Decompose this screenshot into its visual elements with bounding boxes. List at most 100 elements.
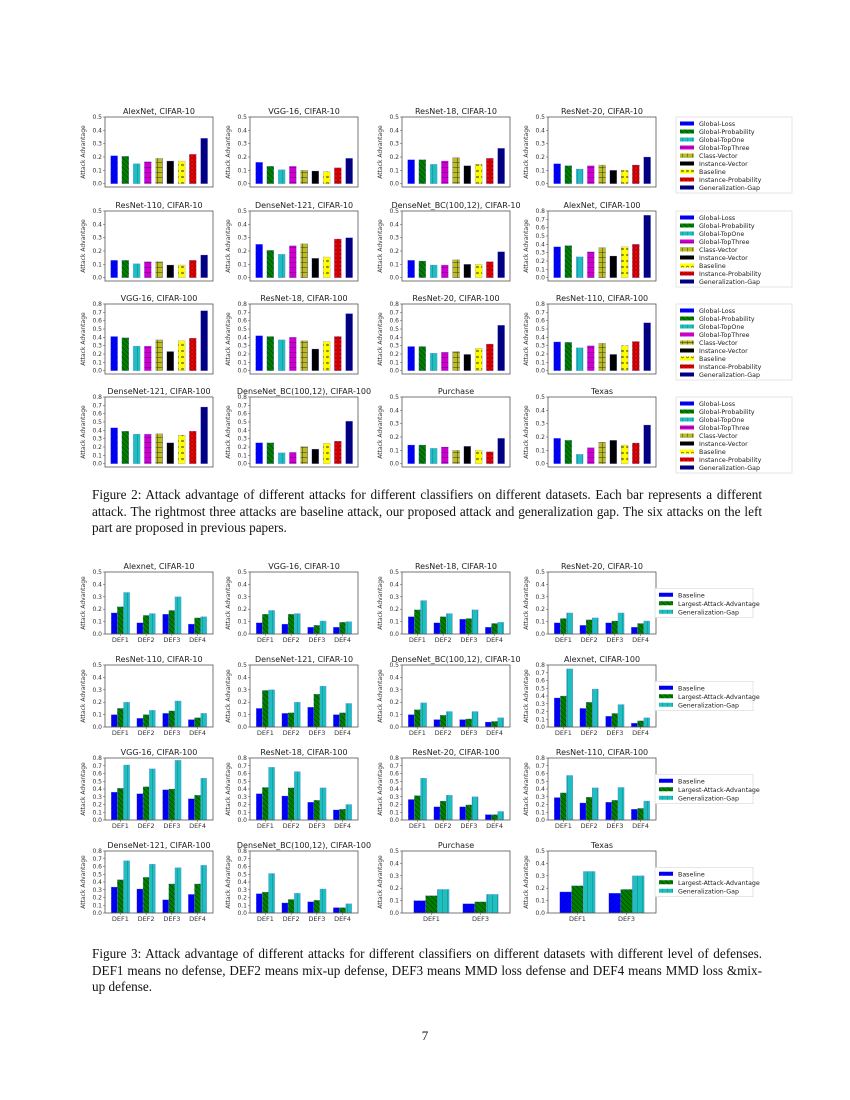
chart-title: ResNet-18, CIFAR-100 bbox=[260, 748, 347, 757]
bar-hatch bbox=[294, 613, 301, 634]
chart-title: ResNet-20, CIFAR-10 bbox=[561, 107, 643, 116]
legend-item: Instance-Probability bbox=[680, 271, 762, 278]
y-tick-label: 0.4 bbox=[535, 860, 545, 867]
bar-hatch bbox=[586, 619, 593, 634]
y-tick-label: 0.2 bbox=[535, 885, 545, 892]
bar bbox=[300, 170, 308, 184]
y-axis-label: Attack Advantage bbox=[225, 855, 232, 909]
bar-hatch bbox=[162, 713, 169, 727]
bar bbox=[554, 697, 561, 728]
axes-frame bbox=[401, 210, 511, 282]
bar bbox=[408, 799, 415, 821]
y-tick-label: 0.2 bbox=[92, 248, 102, 255]
bar-hatch bbox=[123, 860, 130, 913]
bar bbox=[287, 787, 295, 821]
y-tick-label: 0.4 bbox=[92, 786, 102, 793]
chart-panel: ResNet-18, CIFAR-100 Attack Advantage 0.0 0… bbox=[225, 294, 359, 375]
bar-hatch bbox=[300, 340, 308, 371]
bar bbox=[441, 160, 449, 184]
bar-fill bbox=[497, 148, 505, 184]
bar-hatch bbox=[620, 889, 633, 913]
bar-hatch bbox=[418, 159, 426, 184]
y-axis-label: Attack Advantage bbox=[523, 312, 530, 366]
bar bbox=[564, 440, 572, 464]
y-axis-label: Attack Advantage bbox=[523, 855, 530, 909]
bar-hatch bbox=[323, 171, 331, 184]
y-tick-label: 0.3 bbox=[92, 235, 102, 242]
bar-hatch bbox=[553, 438, 561, 464]
bar bbox=[142, 615, 150, 635]
bar-fill bbox=[200, 310, 208, 371]
bar bbox=[333, 907, 340, 914]
bar bbox=[566, 668, 573, 728]
bar-hatch bbox=[566, 775, 573, 820]
bar bbox=[136, 793, 144, 821]
chart-panel: ResNet-18, CIFAR-10 Attack Advantage 0.0 0.… bbox=[377, 107, 511, 188]
bar bbox=[281, 902, 289, 914]
chart-title: ResNet-110, CIFAR-10 bbox=[115, 655, 202, 664]
bar bbox=[144, 161, 152, 184]
bar-hatch bbox=[452, 259, 460, 278]
bar-hatch bbox=[441, 161, 449, 184]
bar-hatch bbox=[294, 893, 301, 913]
bar bbox=[136, 718, 144, 728]
bar bbox=[497, 438, 505, 464]
x-tick-label: DEF1 bbox=[257, 729, 274, 737]
bar bbox=[566, 775, 573, 821]
bar bbox=[174, 760, 182, 821]
bar-hatch bbox=[462, 903, 475, 913]
bar-hatch bbox=[149, 864, 156, 913]
bar bbox=[123, 702, 130, 728]
bar-hatch bbox=[111, 792, 118, 820]
x-tick-label: DEF3 bbox=[163, 729, 180, 737]
axes-frame bbox=[401, 396, 511, 468]
bar bbox=[268, 689, 275, 728]
bar-hatch bbox=[149, 710, 156, 727]
legend-swatch-hatch bbox=[680, 271, 694, 276]
bar bbox=[281, 713, 289, 728]
y-tick-label: 0.3 bbox=[389, 421, 399, 428]
bar-hatch bbox=[446, 711, 453, 727]
legend-label: Generalization-Gap bbox=[678, 795, 739, 802]
bar bbox=[609, 170, 617, 184]
legend-label: Baseline bbox=[678, 871, 705, 878]
bar bbox=[110, 427, 118, 464]
bar-hatch bbox=[162, 789, 169, 820]
bar bbox=[200, 713, 207, 728]
y-tick-label: 0.3 bbox=[92, 436, 102, 443]
bar-hatch bbox=[168, 789, 175, 820]
bar bbox=[433, 622, 441, 635]
bar-hatch bbox=[313, 694, 320, 727]
y-tick-label: 0.2 bbox=[535, 351, 545, 358]
bar-hatch bbox=[631, 723, 638, 727]
bar bbox=[420, 702, 427, 728]
y-tick-label: 0.3 bbox=[389, 873, 399, 880]
legend-item: Class-Vector bbox=[680, 340, 738, 347]
y-tick-label: 0.3 bbox=[92, 343, 102, 350]
bar-hatch bbox=[632, 341, 640, 371]
legend: Global-LossGlobal-ProbabilityGlobal-TopO… bbox=[675, 396, 793, 474]
bar bbox=[311, 258, 319, 278]
y-tick-label: 0.0 bbox=[389, 368, 399, 375]
legend-label: Global-Loss bbox=[699, 401, 735, 408]
bar bbox=[643, 424, 651, 464]
legend-label: Global-Probability bbox=[699, 409, 755, 416]
legend-swatch bbox=[680, 185, 694, 190]
bar-hatch bbox=[576, 256, 584, 278]
x-tick-label: DEF4 bbox=[632, 822, 649, 830]
y-axis-label: Attack Advantage bbox=[225, 762, 232, 816]
y-tick-label: 0.2 bbox=[389, 885, 399, 892]
legend-item: Largest-Attack-Advantage bbox=[659, 787, 760, 794]
legend-item: Instance-Vector bbox=[680, 441, 748, 448]
bar-hatch bbox=[560, 696, 567, 727]
y-tick-label: 0.4 bbox=[389, 860, 399, 867]
bar-hatch bbox=[117, 788, 124, 820]
bar-hatch bbox=[579, 625, 587, 634]
y-tick-label: 0.7 bbox=[535, 670, 545, 677]
legend-swatch bbox=[680, 372, 694, 377]
y-tick-label: 0.5 bbox=[535, 848, 545, 855]
bar-hatch bbox=[430, 448, 438, 464]
bar bbox=[420, 778, 427, 821]
y-tick-label: 0.5 bbox=[237, 326, 247, 333]
